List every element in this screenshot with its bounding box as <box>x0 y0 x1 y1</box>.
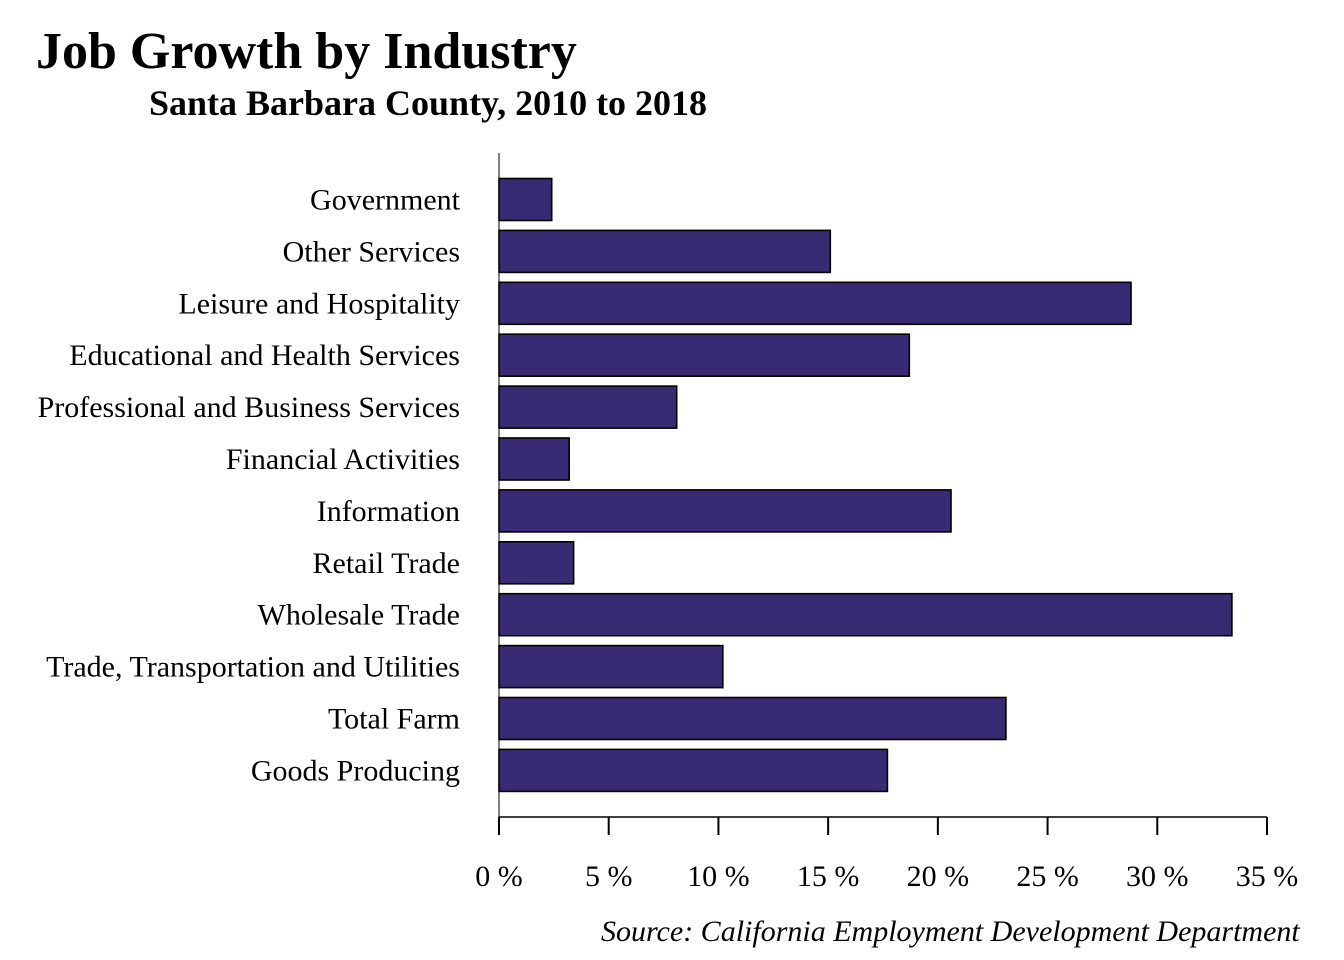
category-label: Wholesale Trade <box>258 599 460 632</box>
category-label: Educational and Health Services <box>69 339 460 372</box>
x-tick-label: 35 % <box>1236 860 1299 893</box>
category-label: Financial Activities <box>226 443 460 476</box>
bars-group <box>498 177 1233 793</box>
bar <box>498 489 952 533</box>
x-tick-label: 20 % <box>907 860 970 893</box>
category-label: Other Services <box>283 235 460 268</box>
bar <box>498 748 889 793</box>
bar <box>498 540 575 585</box>
x-tick-label: 30 % <box>1126 860 1189 893</box>
bar <box>498 229 832 274</box>
bar <box>498 333 911 378</box>
category-label: Government <box>310 184 461 217</box>
chart-subtitle: Santa Barbara County, 2010 to 2018 <box>149 83 708 123</box>
category-label: Information <box>317 495 460 528</box>
x-tick-label: 15 % <box>797 860 860 893</box>
bar <box>498 177 553 222</box>
source-note: Source: California Employment Developmen… <box>601 915 1300 948</box>
bar <box>498 644 724 689</box>
category-label: Professional and Business Services <box>38 391 460 424</box>
x-tick-label: 5 % <box>585 860 633 893</box>
x-tick-label: 0 % <box>475 860 523 893</box>
category-label: Trade, Transportation and Utilities <box>46 651 460 684</box>
bar <box>498 592 1233 637</box>
bar <box>498 281 1132 326</box>
bar <box>498 696 1007 741</box>
bar <box>498 437 570 481</box>
category-label: Retail Trade <box>313 547 461 580</box>
category-label: Leisure and Hospitality <box>178 287 460 320</box>
category-label: Goods Producing <box>251 754 460 787</box>
x-tick-label: 25 % <box>1016 860 1079 893</box>
category-labels: Government Other Services Leisure and Hosp… <box>38 184 461 788</box>
chart-title: Job Growth by Industry <box>36 23 577 80</box>
bar <box>498 385 678 429</box>
axes-group: 0 % 5 % 10 % 15 % 20 % 25 % 30 % 35 % <box>475 153 1298 893</box>
x-tick-label: 10 % <box>687 860 750 893</box>
category-label: Total Farm <box>328 703 460 736</box>
